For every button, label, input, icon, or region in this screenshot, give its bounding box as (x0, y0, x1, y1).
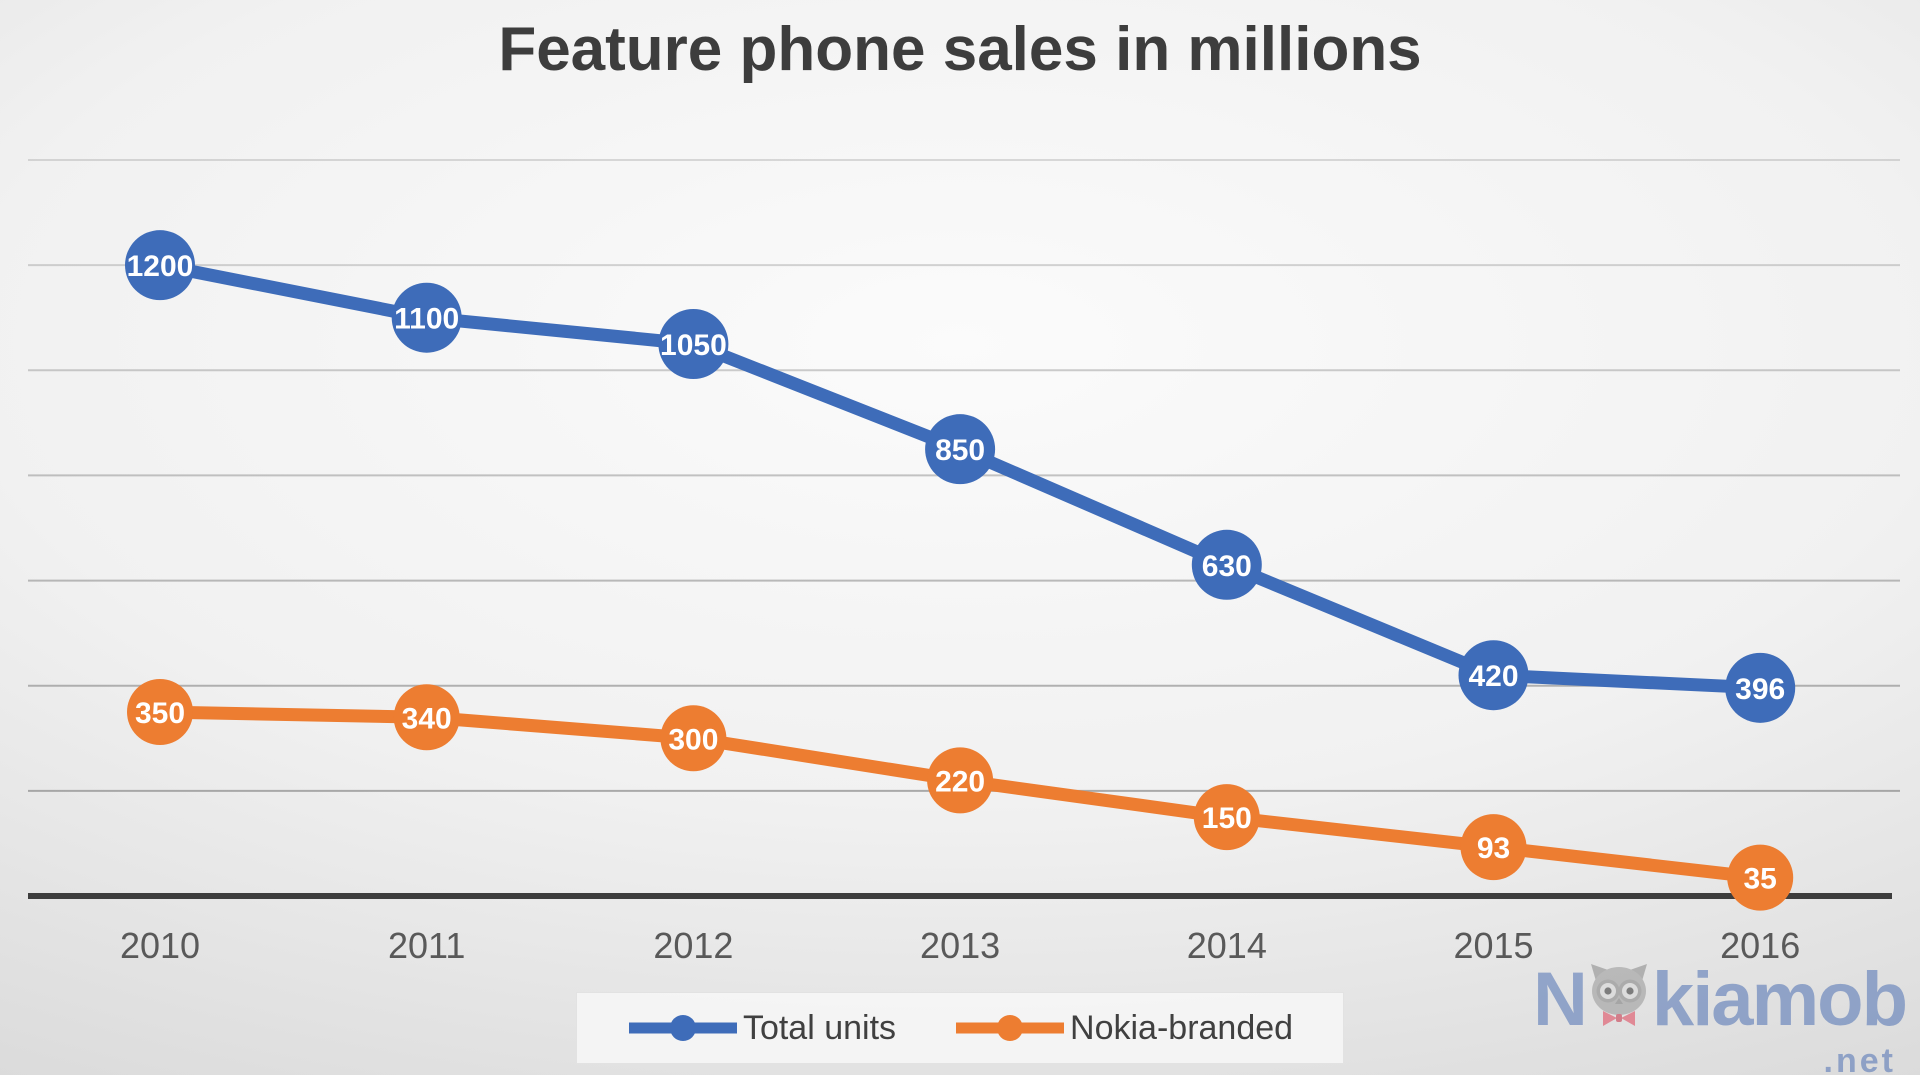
data-point-marker (660, 705, 727, 772)
chart-title: Feature phone sales in millions (498, 15, 1422, 84)
x-tick-label: 2011 (388, 925, 465, 966)
data-point-label: 150 (1202, 802, 1252, 835)
data-point-label: 93 (1477, 832, 1510, 865)
chart-legend: Total units Nokia-branded (576, 992, 1344, 1064)
watermark-wordmark: N kiamob (1533, 957, 1908, 1042)
owl-icon (1590, 964, 1647, 1026)
legend-item-total-units: Total units (627, 1009, 896, 1048)
legend-label-total-units: Total units (742, 1008, 897, 1047)
legend-label-nokia-branded: Nokia-branded (1070, 1008, 1294, 1047)
data-point-label: 300 (668, 723, 718, 756)
data-point-marker (925, 414, 996, 485)
data-point-label: 340 (402, 702, 452, 735)
legend-marker-total-units (628, 1015, 737, 1041)
data-point-marker (1458, 640, 1529, 711)
data-point-label: 850 (935, 434, 985, 467)
watermark-nokiamob: N kiamob .net (1533, 957, 1908, 1075)
watermark-prefix: N (1533, 957, 1588, 1042)
data-point-label: 35 (1744, 863, 1777, 896)
data-point-label: 1050 (660, 329, 727, 362)
data-point-marker (1193, 784, 1260, 851)
watermark-suffix: kiamob (1651, 957, 1908, 1042)
x-tick-label: 2012 (653, 925, 733, 966)
data-point-label: 396 (1735, 673, 1785, 706)
data-point-label: 630 (1202, 550, 1252, 583)
data-point-marker (127, 679, 193, 745)
data-point-label: 220 (935, 765, 985, 798)
data-point-marker (927, 747, 994, 814)
legend-item-nokia-branded: Nokia-branded (954, 1009, 1293, 1048)
data-point-marker (393, 684, 460, 751)
x-tick-label: 2013 (920, 925, 1000, 966)
data-point-label: 350 (135, 697, 185, 730)
data-point-marker (1727, 844, 1794, 911)
data-point-marker (1191, 529, 1262, 600)
data-point-marker (658, 309, 729, 379)
x-tick-label: 2015 (1453, 925, 1533, 966)
x-tick-label: 2014 (1187, 925, 1267, 966)
x-tick-label: 2010 (120, 925, 200, 966)
data-point-label: 1100 (394, 303, 459, 336)
data-point-marker (391, 282, 462, 353)
data-point-label: 420 (1468, 660, 1518, 693)
data-point-marker (1725, 652, 1796, 723)
data-point-label: 1200 (127, 250, 194, 283)
data-point-marker (125, 230, 195, 301)
legend-marker-nokia-branded (956, 1015, 1065, 1041)
watermark-domain-suffix: .net (1823, 1042, 1896, 1075)
x-tick-label: 2016 (1720, 925, 1800, 966)
data-point-marker (1460, 814, 1527, 881)
